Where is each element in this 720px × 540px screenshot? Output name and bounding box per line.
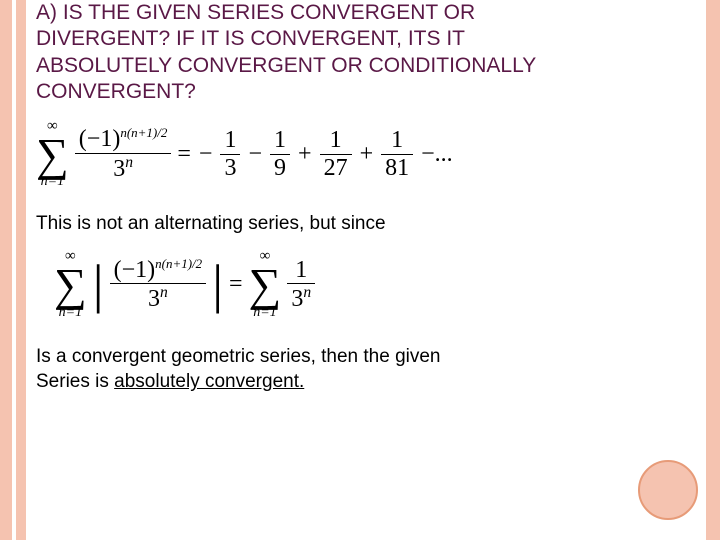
- eq1-rhs: = − 1 3 − 1 9 + 1 27 + 1 81: [177, 127, 452, 181]
- middle-text: This is not an alternating series, but s…: [36, 213, 696, 235]
- equation-1: ∞ ∑ n=1 (−1)n(n+1)/2 3n = − 1 3 − 1: [36, 119, 696, 189]
- conclusion-line-2a: Series is: [36, 371, 114, 392]
- eq1-term-4: 1 81: [381, 127, 413, 181]
- eq1-term-2: 1 9: [270, 127, 290, 181]
- title-line-1: A) IS THE GIVEN SERIES CONVERGENT OR: [36, 1, 475, 24]
- conclusion-line-1: Is a convergent geometric series, then t…: [36, 346, 441, 367]
- slide-content: A) IS THE GIVEN SERIES CONVERGENT OR DIV…: [36, 0, 696, 540]
- eq1-term-1: 1 3: [220, 127, 240, 181]
- sigma-2-right: ∞ ∑ n=1: [249, 249, 282, 319]
- conclusion-text: Is a convergent geometric series, then t…: [36, 344, 696, 395]
- sigma-2-left: ∞ ∑ n=1: [54, 249, 87, 319]
- conclusion-underlined: absolutely convergent.: [114, 371, 304, 392]
- title-line-3: ABSOLUTELY CONVERGENT OR CONDITIONALLY: [36, 54, 536, 77]
- equation-2: ∞ ∑ n=1 | (−1)n(n+1)/2 3n | = ∞ ∑ n=1 1 …: [54, 249, 696, 319]
- title-line-4: CONVERGENT?: [36, 80, 196, 103]
- eq1-main-fraction: (−1)n(n+1)/2 3n: [75, 126, 172, 182]
- left-stripe-inner: [16, 0, 26, 540]
- abs-bar-right: |: [212, 266, 223, 304]
- eq1-numerator: (−1)n(n+1)/2: [75, 126, 172, 152]
- left-stripe-outer: [0, 0, 12, 540]
- eq2-rhs-fraction: 1 3n: [287, 257, 315, 313]
- sigma-symbol: ∑: [36, 134, 69, 175]
- eq2-main-fraction: (−1)n(n+1)/2 3n: [110, 257, 207, 313]
- eq1-term-3: 1 27: [320, 127, 352, 181]
- sigma-1: ∞ ∑ n=1: [36, 119, 69, 189]
- title-line-2: DIVERGENT? IF IT IS CONVERGENT, ITS IT: [36, 27, 465, 50]
- eq1-denominator: 3n: [109, 154, 137, 182]
- right-stripe: [706, 0, 720, 540]
- slide-title: A) IS THE GIVEN SERIES CONVERGENT OR DIV…: [36, 0, 696, 105]
- abs-bar-left: |: [93, 266, 104, 304]
